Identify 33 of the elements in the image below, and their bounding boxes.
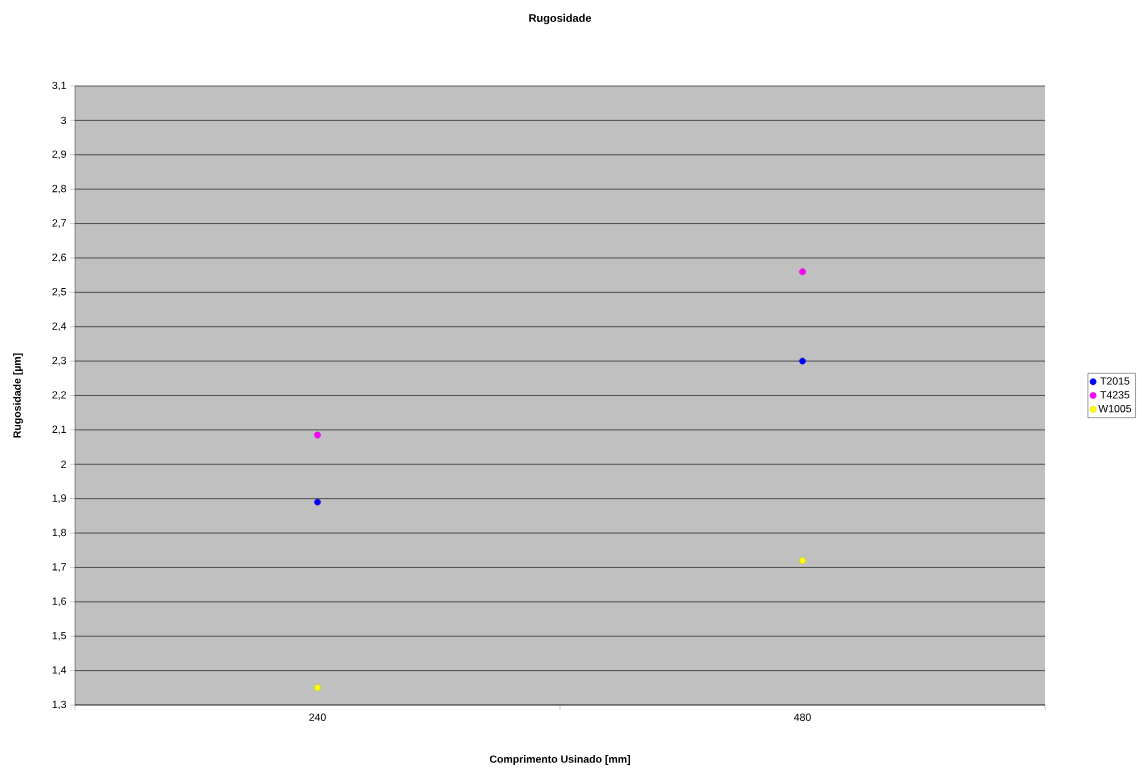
y-tick-label: 2,8	[52, 184, 67, 194]
legend-label: W1005	[1098, 404, 1132, 413]
y-tick-label: 3	[61, 116, 67, 125]
chart-title: Rugosidade	[529, 13, 592, 25]
y-tick-label: 3,1	[52, 81, 66, 91]
point	[799, 357, 806, 365]
point	[314, 684, 321, 692]
x-axis-title: Comprimento Usinado [mm]	[489, 755, 630, 765]
y-tick-label: 2,1	[52, 425, 66, 435]
y-tick-label: 1,8	[52, 528, 67, 538]
point	[799, 268, 806, 276]
point	[314, 498, 321, 506]
point	[314, 431, 321, 439]
y-tick-label: 1,6	[52, 597, 67, 607]
y-axis-title: Rugosidade [µm]	[13, 353, 23, 438]
y-tick-label: 2,7	[52, 219, 66, 228]
point	[799, 557, 806, 564]
x-tick-label: 480	[793, 713, 811, 721]
legend-label: T4235	[1100, 391, 1130, 399]
y-tick-label: 2,2	[52, 391, 66, 400]
y-tick-label: 1,4	[52, 666, 67, 675]
y-tick-label: 1,7	[52, 563, 66, 572]
y-tick-label: 2,9	[52, 150, 66, 160]
y-tick-label: 1,9	[52, 494, 66, 503]
y-tick-label: 2	[61, 460, 66, 468]
legend-label: T2015	[1100, 377, 1130, 385]
y-tick-label: 1,3	[52, 700, 67, 710]
y-tick-label: 2,3	[52, 356, 67, 366]
y-tick-label: 2,4	[52, 322, 67, 332]
x-tick-label: 240	[309, 713, 326, 721]
y-tick-label: 2,6	[52, 253, 67, 263]
y-tick-label: 1,5	[52, 631, 67, 641]
y-tick-label: 2,5	[52, 287, 67, 297]
